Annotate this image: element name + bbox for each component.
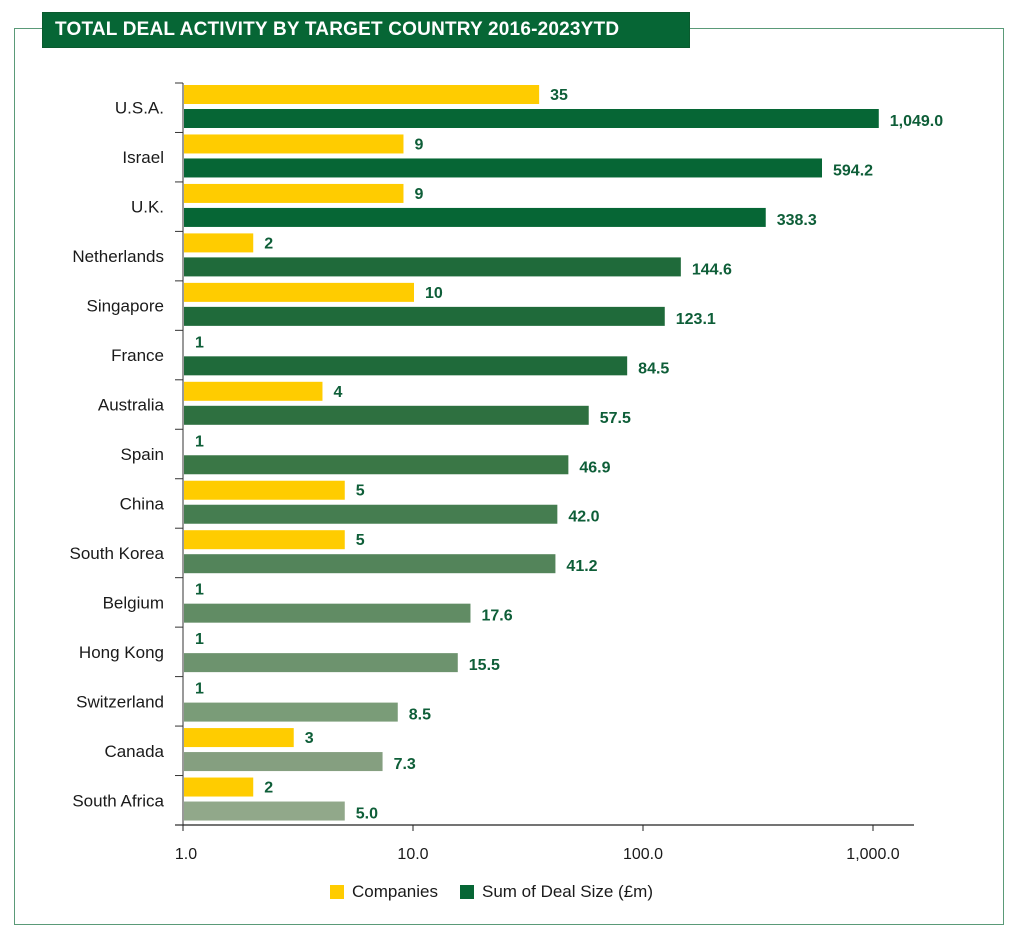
category-label: U.S.A. — [115, 99, 164, 118]
data-label-companies: 1 — [195, 681, 204, 698]
data-label-deal-size: 5.0 — [356, 806, 378, 823]
data-label-deal-size: 8.5 — [409, 707, 431, 724]
chart-title: TOTAL DEAL ACTIVITY BY TARGET COUNTRY 20… — [42, 12, 690, 48]
legend-swatch-deal-size — [460, 885, 474, 899]
bar-deal-size — [184, 356, 628, 376]
bar-deal-size — [184, 257, 681, 277]
x-tick-label: 1.0 — [175, 846, 197, 863]
data-label-companies: 2 — [264, 780, 273, 797]
data-label-deal-size: 84.5 — [638, 360, 669, 377]
category-label: Hong Kong — [79, 643, 164, 662]
legend-item-deal-size: Sum of Deal Size (£m) — [460, 882, 653, 902]
category-label: South Korea — [69, 544, 164, 563]
bar-deal-size — [184, 207, 766, 227]
category-label: China — [120, 494, 165, 513]
legend-label-companies: Companies — [352, 882, 438, 901]
bar-deal-size — [184, 455, 569, 475]
data-label-companies: 3 — [305, 730, 314, 747]
category-label: U.K. — [131, 198, 164, 217]
bar-deal-size — [184, 405, 589, 425]
legend-swatch-companies — [330, 885, 344, 899]
legend: Companies Sum of Deal Size (£m) — [330, 880, 675, 904]
category-label: Singapore — [86, 297, 164, 316]
category-label: Belgium — [103, 593, 164, 612]
bar-companies — [184, 134, 404, 154]
bar-deal-size — [184, 306, 665, 326]
data-label-deal-size: 7.3 — [394, 756, 416, 773]
bar-companies — [184, 381, 323, 401]
bar-companies — [184, 777, 254, 797]
data-label-deal-size: 41.2 — [566, 558, 597, 575]
legend-item-companies: Companies — [330, 882, 438, 902]
data-label-companies: 35 — [550, 87, 568, 104]
category-label: Spain — [121, 445, 164, 464]
category-label: Canada — [104, 742, 164, 761]
data-label-deal-size: 144.6 — [692, 261, 732, 278]
bar-companies — [184, 282, 414, 302]
data-label-companies: 2 — [264, 235, 273, 252]
data-label-companies: 1 — [195, 631, 204, 648]
bar-deal-size — [184, 752, 383, 772]
bar-deal-size — [184, 801, 345, 821]
bar-deal-size — [184, 702, 398, 722]
data-label-companies: 9 — [414, 186, 423, 203]
bar-deal-size — [184, 158, 823, 178]
legend-label-deal-size: Sum of Deal Size (£m) — [482, 882, 653, 901]
data-label-companies: 1 — [195, 433, 204, 450]
data-label-companies: 4 — [333, 384, 342, 401]
bar-companies — [184, 233, 254, 253]
bar-companies — [184, 85, 540, 104]
category-label: Switzerland — [76, 692, 164, 711]
bar-deal-size — [184, 109, 879, 128]
bar-companies — [184, 183, 404, 203]
data-label-companies: 9 — [414, 136, 423, 153]
bar-companies — [184, 480, 345, 500]
data-label-companies: 1 — [195, 582, 204, 599]
data-label-companies: 5 — [356, 483, 365, 500]
bar-companies — [184, 530, 345, 550]
bar-deal-size — [184, 504, 558, 524]
data-label-companies: 5 — [356, 532, 365, 549]
data-label-deal-size: 15.5 — [469, 657, 500, 674]
data-label-deal-size: 594.2 — [833, 162, 873, 179]
category-label: South Africa — [72, 791, 164, 810]
x-tick-label: 100.0 — [623, 846, 663, 863]
bar-deal-size — [184, 603, 471, 623]
x-tick-label: 1,000.0 — [846, 846, 899, 863]
data-label-deal-size: 57.5 — [600, 410, 631, 427]
data-label-deal-size: 1,049.0 — [890, 113, 943, 130]
data-label-companies: 1 — [195, 334, 204, 351]
data-label-deal-size: 46.9 — [579, 459, 610, 476]
data-label-companies: 10 — [425, 285, 443, 302]
bar-deal-size — [184, 554, 556, 574]
data-label-deal-size: 42.0 — [568, 509, 599, 526]
category-label: France — [111, 346, 164, 365]
bar-deal-size — [184, 653, 458, 673]
category-label: Israel — [122, 148, 164, 167]
category-label: Netherlands — [72, 247, 164, 266]
x-tick-label: 10.0 — [397, 846, 428, 863]
category-label: Australia — [98, 396, 165, 415]
bar-companies — [184, 728, 294, 748]
data-label-deal-size: 338.3 — [777, 212, 817, 229]
data-label-deal-size: 17.6 — [481, 608, 512, 625]
data-label-deal-size: 123.1 — [676, 311, 716, 328]
